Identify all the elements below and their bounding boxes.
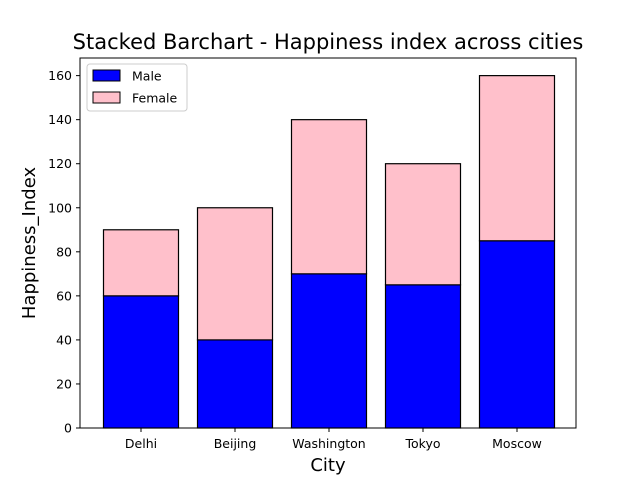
y-tick-label: 160	[48, 68, 72, 83]
bar-female-delhi	[102, 229, 180, 297]
y-tick-label: 0	[64, 421, 72, 436]
y-tick-label: 40	[56, 332, 72, 347]
bar-female-washington	[290, 119, 368, 275]
legend: Male Female	[86, 63, 188, 112]
bar-female-beijing	[196, 207, 274, 341]
bar-male-moscow	[478, 240, 556, 429]
y-tick-label: 140	[48, 112, 72, 127]
bar-female-moscow	[478, 75, 556, 242]
y-tick-label: 20	[56, 376, 72, 391]
legend-label-female: Female	[132, 91, 178, 106]
x-axis-label: City	[310, 455, 346, 476]
legend-swatch-female	[92, 91, 121, 104]
x-tick-label: Beijing	[214, 436, 257, 451]
x-axis: Delhi Beijing Washington Tokyo Moscow	[125, 428, 542, 451]
bar-male-delhi	[102, 295, 180, 429]
bar-female-tokyo	[384, 163, 462, 286]
y-axis-label: Happiness_Index	[19, 167, 40, 320]
y-tick-label: 60	[56, 288, 72, 303]
bar-male-beijing	[196, 339, 274, 429]
x-tick-label: Delhi	[125, 436, 157, 451]
chart-title: Stacked Barchart - Happiness index acros…	[73, 30, 584, 54]
y-tick-label: 120	[48, 156, 72, 171]
plot-frame	[79, 57, 577, 429]
y-tick-label: 100	[48, 200, 72, 215]
x-tick-label: Washington	[292, 436, 365, 451]
y-tick-label: 80	[56, 244, 72, 259]
y-axis: 0 20 40 60 80 100 120 140 160	[48, 68, 80, 436]
bars-group	[102, 75, 556, 429]
x-tick-label: Moscow	[492, 436, 542, 451]
bar-male-washington	[290, 273, 368, 429]
legend-swatch-male	[92, 69, 121, 82]
bar-male-tokyo	[384, 284, 462, 429]
legend-label-male: Male	[132, 69, 162, 84]
x-tick-label: Tokyo	[405, 436, 441, 451]
